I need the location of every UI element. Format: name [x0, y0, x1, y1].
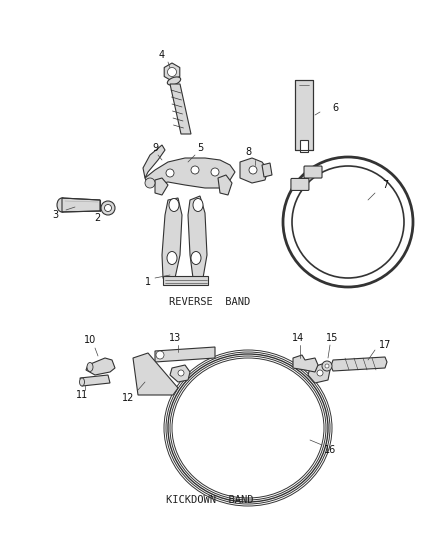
Circle shape [105, 205, 112, 212]
Text: 10: 10 [84, 335, 96, 345]
Polygon shape [162, 198, 182, 282]
Polygon shape [155, 178, 168, 195]
Text: 5: 5 [197, 143, 203, 153]
FancyBboxPatch shape [304, 166, 322, 178]
Polygon shape [218, 175, 232, 195]
Polygon shape [188, 196, 207, 282]
Ellipse shape [87, 362, 93, 372]
Polygon shape [163, 276, 208, 285]
Polygon shape [293, 355, 318, 372]
Text: 12: 12 [122, 393, 134, 403]
Ellipse shape [80, 378, 85, 386]
Circle shape [178, 370, 184, 376]
Circle shape [191, 166, 199, 174]
Text: 1: 1 [145, 277, 151, 287]
Ellipse shape [191, 252, 201, 264]
Text: 16: 16 [324, 445, 336, 455]
Polygon shape [164, 63, 180, 81]
Polygon shape [308, 363, 330, 383]
Ellipse shape [167, 77, 181, 85]
Polygon shape [80, 375, 110, 386]
Polygon shape [331, 357, 387, 371]
Text: 3: 3 [52, 210, 58, 220]
Text: 7: 7 [382, 180, 388, 190]
Polygon shape [86, 358, 115, 375]
Text: KICKDOWN  BAND: KICKDOWN BAND [166, 495, 254, 505]
Polygon shape [133, 353, 178, 395]
Circle shape [325, 364, 329, 368]
FancyBboxPatch shape [291, 179, 309, 190]
Circle shape [249, 166, 257, 174]
Polygon shape [295, 80, 313, 150]
Polygon shape [170, 84, 191, 134]
Polygon shape [240, 158, 268, 183]
Polygon shape [262, 163, 272, 177]
Text: 4: 4 [159, 50, 165, 60]
Ellipse shape [169, 198, 179, 212]
Circle shape [101, 201, 115, 215]
Circle shape [322, 361, 332, 371]
Polygon shape [62, 198, 100, 212]
Polygon shape [170, 365, 190, 382]
Circle shape [317, 370, 323, 376]
Polygon shape [143, 145, 165, 178]
Text: 6: 6 [332, 103, 338, 113]
Polygon shape [155, 347, 215, 362]
Ellipse shape [167, 252, 177, 264]
Text: 13: 13 [169, 333, 181, 343]
Ellipse shape [193, 198, 203, 212]
Text: 14: 14 [292, 333, 304, 343]
Text: 11: 11 [76, 390, 88, 400]
Text: 15: 15 [326, 333, 338, 343]
Ellipse shape [57, 198, 67, 212]
Circle shape [166, 169, 174, 177]
Polygon shape [145, 158, 235, 188]
Circle shape [167, 68, 177, 77]
Text: 17: 17 [379, 340, 391, 350]
Circle shape [211, 168, 219, 176]
Polygon shape [300, 140, 308, 152]
Text: 9: 9 [152, 143, 158, 153]
Circle shape [145, 178, 155, 188]
Text: 8: 8 [245, 147, 251, 157]
Text: 2: 2 [94, 213, 100, 223]
Circle shape [156, 351, 164, 359]
Text: REVERSE  BAND: REVERSE BAND [170, 297, 251, 307]
